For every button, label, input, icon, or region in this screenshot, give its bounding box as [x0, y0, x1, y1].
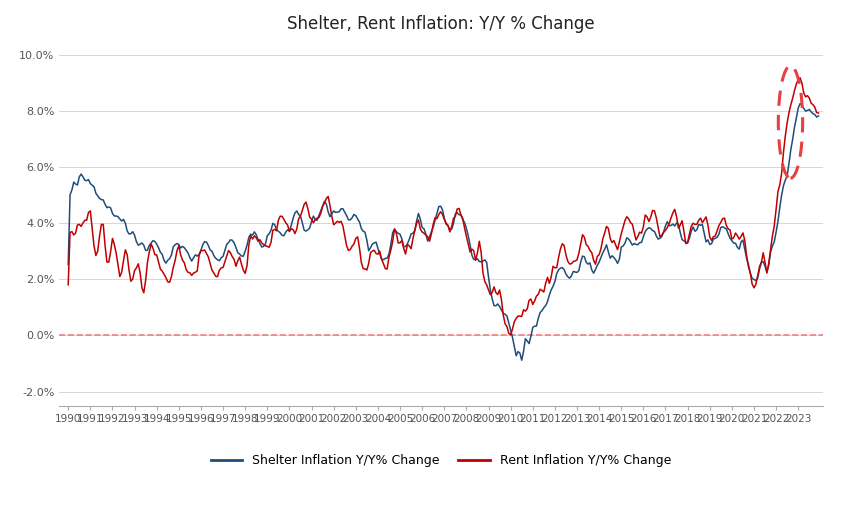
- Line: Rent Inflation Y/Y% Change: Rent Inflation Y/Y% Change: [68, 78, 818, 335]
- Shelter Inflation Y/Y% Change: [739, 246, 750, 252]
- Rent Inflation Y/Y% Change: [813, 110, 823, 116]
- Shelter Inflation Y/Y% Change: [592, 262, 602, 268]
- Shelter Inflation Y/Y% Change: [63, 262, 73, 268]
- Shelter Inflation Y/Y% Change: [516, 357, 527, 363]
- Rent Inflation Y/Y% Change: [480, 278, 490, 284]
- Shelter Inflation Y/Y% Change: [614, 256, 624, 262]
- Shelter Inflation Y/Y% Change: [480, 257, 490, 263]
- Shelter Inflation Y/Y% Change: [314, 212, 324, 219]
- Title: Shelter, Rent Inflation: Y/Y % Change: Shelter, Rent Inflation: Y/Y % Change: [287, 15, 594, 33]
- Shelter Inflation Y/Y% Change: [288, 215, 298, 221]
- Rent Inflation Y/Y% Change: [739, 237, 750, 243]
- Rent Inflation Y/Y% Change: [795, 75, 805, 81]
- Rent Inflation Y/Y% Change: [314, 214, 324, 221]
- Rent Inflation Y/Y% Change: [592, 254, 602, 260]
- Shelter Inflation Y/Y% Change: [795, 100, 805, 106]
- Line: Shelter Inflation Y/Y% Change: Shelter Inflation Y/Y% Change: [68, 103, 818, 360]
- Rent Inflation Y/Y% Change: [63, 282, 73, 288]
- Shelter Inflation Y/Y% Change: [813, 113, 823, 119]
- Rent Inflation Y/Y% Change: [288, 227, 298, 233]
- Legend: Shelter Inflation Y/Y% Change, Rent Inflation Y/Y% Change: Shelter Inflation Y/Y% Change, Rent Infl…: [206, 449, 676, 473]
- Rent Inflation Y/Y% Change: [505, 332, 516, 338]
- Rent Inflation Y/Y% Change: [614, 238, 624, 244]
